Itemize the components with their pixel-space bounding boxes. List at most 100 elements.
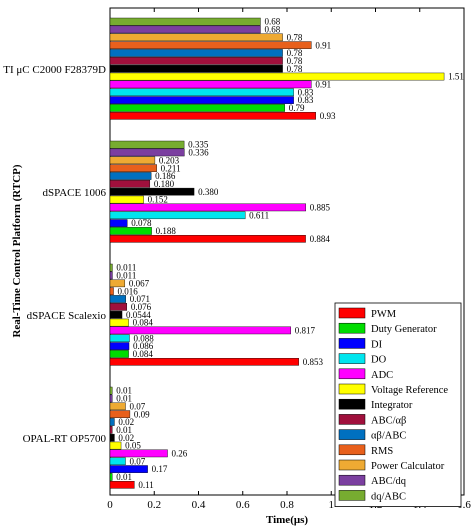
bar-group: 0.884 0.188 0.078 0.611 0.885 0.152 0.380 0.180… [43,140,331,244]
legend-swatch [338,490,366,501]
bar [109,457,126,466]
legend-swatch [338,322,366,334]
bar-value-label: 0.016 [118,286,139,296]
bar [109,17,261,26]
bar [109,465,148,473]
group-label: TI μC C2000 F28379D [3,64,106,76]
bar-group: 0.930.790.830.830.911.510.780.780.780.91… [3,17,464,121]
bar [109,410,131,418]
x-tick-label: 0.6 [236,499,250,511]
bar-value-label: 0.01 [116,394,132,404]
bar-value-label: 0.02 [118,417,134,427]
y-axis-title: Real-Time Control Platform (RTCP) [11,164,23,337]
legend-entry: αβ/ABC [371,431,406,442]
bar [109,342,130,350]
bar-value-label: 0.884 [310,234,331,244]
bar [109,33,283,42]
bar-value-label: 0.68 [264,25,280,35]
bar-value-label: 0.26 [172,449,188,459]
bar [109,203,307,212]
bar-value-label: 0.83 [298,95,314,105]
bar [109,172,152,180]
bars-layer: 0.930.790.830.830.911.510.780.780.780.91… [3,17,464,490]
bar-value-label: 0.91 [315,40,331,50]
bar-value-label: 0.91 [315,80,331,90]
legend-swatch [338,429,366,440]
bar [109,303,128,311]
legend-entry: DO [371,355,387,366]
bar-value-label: 0.188 [156,226,177,236]
bar-value-label: 0.02 [118,433,134,443]
bar [109,96,294,104]
bar-value-label: 0.93 [320,111,336,121]
bar [109,211,246,220]
bar [109,140,185,149]
bar [109,318,129,327]
bar-value-label: 0.07 [129,401,145,411]
legend-entry: DI [371,339,383,350]
bar [109,187,195,196]
bar [109,25,261,34]
bar [109,441,122,450]
bar [109,449,168,458]
bar-value-label: 0.211 [161,163,181,173]
legend-entry: ABC/αβ [371,415,406,426]
bar-value-label: 0.78 [287,48,303,58]
x-tick-label: 1 [329,499,335,511]
bar-value-label: 0.68 [264,17,280,27]
bar-value-label: 0.180 [154,179,175,189]
bar [109,310,123,319]
bar [109,195,144,204]
bar-value-label: 0.01 [116,425,132,435]
bar-value-label: 0.380 [198,187,219,197]
bar-value-label: 0.78 [287,32,303,42]
legend-swatch [338,474,366,486]
bar [109,358,299,366]
bar [109,164,157,172]
bar [109,72,445,81]
bar [109,418,115,426]
legend-swatch [338,383,366,395]
bar-value-label: 0.011 [116,263,136,273]
bar [109,433,115,442]
legend-swatch [338,353,366,364]
legend-swatch [338,459,366,471]
bar-value-label: 0.071 [130,294,150,304]
bar-value-label: 0.078 [131,218,152,228]
bar [109,263,113,272]
bar [109,227,152,235]
bar [109,334,130,343]
legend-swatch [338,368,366,380]
x-axis-title: Time(μs) [266,514,308,526]
bar [109,481,135,489]
legend-swatch [338,307,366,319]
legend-entry: RMS [371,446,393,457]
x-tick-label: 0.4 [192,499,206,511]
bar [109,57,283,65]
bar-value-label: 0.084 [133,349,154,359]
x-tick-label: 0.8 [280,499,294,511]
bar-group: 0.110.010.170.070.260.050.020.010.020.09… [23,386,188,490]
bar-value-label: 0.07 [129,456,145,466]
bar [109,219,128,227]
legend-entry: Power Calculator [371,461,445,472]
bar [109,350,129,358]
bar-value-label: 0.076 [131,302,152,312]
legend-entry: dq/ABC [371,491,406,502]
bar-value-label: 0.152 [148,195,168,205]
bar-value-label: 0.05 [125,441,141,451]
bar-value-label: 0.817 [295,326,316,336]
legend-swatch [338,338,366,349]
bar-value-label: 0.83 [298,87,314,97]
legend-swatch [338,414,366,425]
bar-value-label: 0.885 [310,203,331,213]
legend-entry: Voltage Reference [371,385,448,396]
bar-value-label: 0.78 [287,56,303,66]
bar-value-label: 0.611 [249,210,269,220]
bar-value-label: 0.067 [129,278,150,288]
bar-value-label: 0.336 [188,148,209,158]
bar [109,49,283,57]
bar [109,234,306,243]
bar-value-label: 0.086 [133,341,154,351]
bar-value-label: 0.335 [188,140,209,150]
